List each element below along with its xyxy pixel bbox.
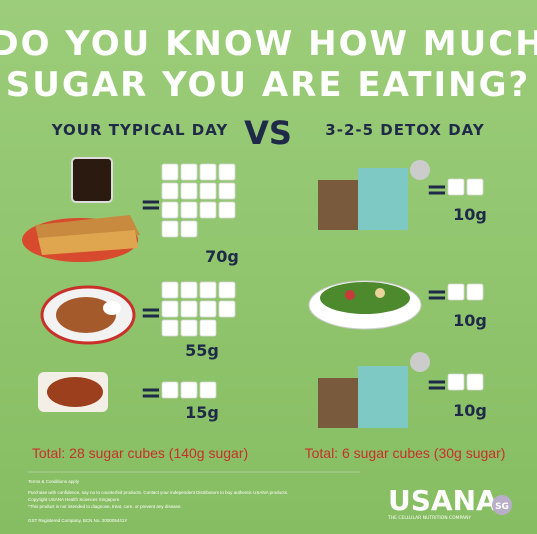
- sugar-cube: [180, 163, 198, 181]
- sugar-cube: [466, 373, 484, 391]
- equals: =: [426, 175, 448, 205]
- sugar-cube: [161, 182, 179, 200]
- logo-tagline: THE CELLULAR NUTRITION COMPANY: [387, 515, 471, 521]
- region: SG: [495, 502, 509, 512]
- grams: 10g: [453, 401, 487, 420]
- sugar-cube: [161, 201, 179, 219]
- footer-line: Purchase with confidence, say no to coun…: [28, 490, 288, 495]
- grams: 10g: [453, 311, 487, 330]
- noodles: [40, 285, 136, 345]
- sugar-cube: [161, 300, 179, 318]
- logo: USANA: [388, 484, 498, 517]
- sugar-cube: [161, 281, 179, 299]
- grams: 15g: [185, 403, 219, 422]
- right-heading: 3-2-5 DETOX DAY: [325, 121, 485, 139]
- sugar-cube: [199, 182, 217, 200]
- sugar-cube: [199, 201, 217, 219]
- sugar-cube: [199, 381, 217, 399]
- sugar-cube: [161, 220, 179, 238]
- coffee-toast: [22, 157, 140, 262]
- footer-line: *This product is not intended to diagnos…: [28, 504, 182, 509]
- grams: 55g: [185, 341, 219, 360]
- sugar-cube: [199, 163, 217, 181]
- sugar-cube: [218, 201, 236, 219]
- sugar-cube: [180, 319, 198, 337]
- sugar-cube: [466, 178, 484, 196]
- detox-pack: [318, 352, 430, 428]
- sugar-cube: [180, 300, 198, 318]
- detox-pack: [318, 160, 430, 230]
- salad: [308, 280, 422, 330]
- sugar-cube: [218, 281, 236, 299]
- sugar-cube: [161, 163, 179, 181]
- chicken-dish: [38, 372, 108, 412]
- equals: =: [140, 298, 162, 328]
- sugar-cube: [199, 300, 217, 318]
- vs: VS: [244, 114, 292, 152]
- sugar-cube: [180, 182, 198, 200]
- sugar-cube: [199, 319, 217, 337]
- grams: 70g: [205, 247, 239, 266]
- sugar-cube: [180, 381, 198, 399]
- equals: =: [426, 280, 448, 310]
- equals: =: [140, 190, 162, 220]
- sugar-cube: [161, 381, 179, 399]
- sugar-cube: [466, 283, 484, 301]
- grams: 10g: [453, 205, 487, 224]
- title: DO YOU KNOW HOW MUCH: [0, 24, 537, 64]
- equals: =: [140, 378, 162, 408]
- sugar-cube: [180, 201, 198, 219]
- equals: =: [426, 370, 448, 400]
- sugar-cube: [447, 373, 465, 391]
- sugar-cube: [447, 178, 465, 196]
- sugar-cube: [218, 300, 236, 318]
- sugar-cube: [180, 281, 198, 299]
- gst: GST Registered Company, BCN No. 20000544…: [28, 518, 127, 523]
- footer-line: Copyright USANA Health Sciences Singapor…: [28, 497, 121, 502]
- sugar-cube: [447, 283, 465, 301]
- sugar-cube: [218, 182, 236, 200]
- right-total: Total: 6 sugar cubes (30g sugar): [305, 445, 506, 461]
- sugar-cube: [161, 319, 179, 337]
- region-badge: [492, 495, 512, 515]
- sugar-cube: [218, 163, 236, 181]
- left-heading: YOUR TYPICAL DAY: [51, 121, 229, 139]
- title: SUGAR YOU ARE EATING?: [6, 65, 530, 105]
- terms: Terms & Conditions apply: [28, 479, 80, 484]
- left-total: Total: 28 sugar cubes (140g sugar): [32, 445, 248, 461]
- sugar-cube: [199, 281, 217, 299]
- sugar-cube: [180, 220, 198, 238]
